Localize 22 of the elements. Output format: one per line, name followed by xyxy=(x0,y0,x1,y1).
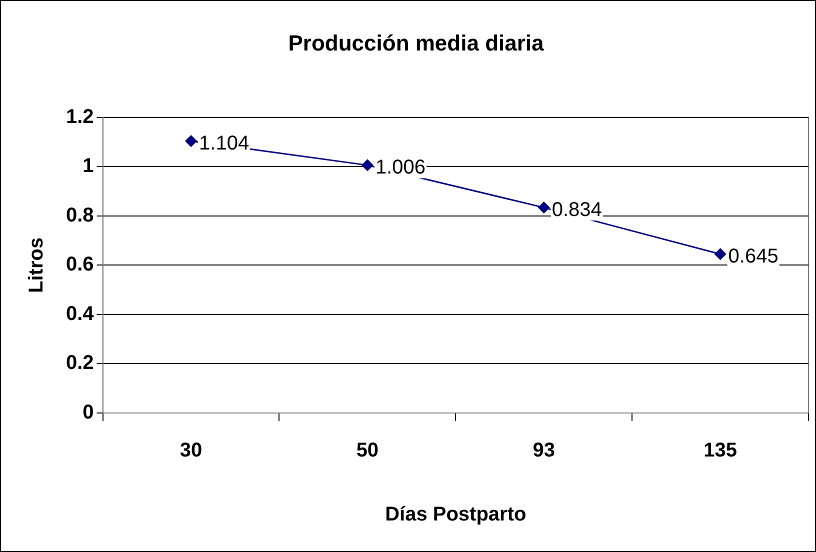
y-tick-label: 0 xyxy=(82,402,94,424)
data-label: 0.645 xyxy=(728,246,778,268)
y-tick-label: 0.4 xyxy=(66,302,95,325)
x-tick-label: 93 xyxy=(532,440,555,462)
point xyxy=(538,202,550,214)
x-tick-label: 135 xyxy=(704,440,737,462)
x-tick-label: 30 xyxy=(180,440,202,462)
point xyxy=(714,248,726,260)
y-tick-label: 0.2 xyxy=(66,352,94,374)
chart-title: Producción media diaria xyxy=(288,30,545,56)
data-label: 1.104 xyxy=(199,132,250,155)
x-tick-label: 50 xyxy=(356,440,379,462)
data-label: 0.834 xyxy=(552,199,602,222)
data-label: 1.006 xyxy=(375,156,426,179)
point xyxy=(362,159,374,171)
y-axis-title: Litros xyxy=(26,237,48,293)
y-tick-label: 0.8 xyxy=(66,204,94,226)
y-tick-label: 1 xyxy=(82,155,94,178)
y-tick-label: 0.6 xyxy=(66,254,94,276)
point xyxy=(185,135,197,147)
x-axis-title: Días Postparto xyxy=(385,504,526,526)
y-tick-label: 1.2 xyxy=(66,106,94,128)
